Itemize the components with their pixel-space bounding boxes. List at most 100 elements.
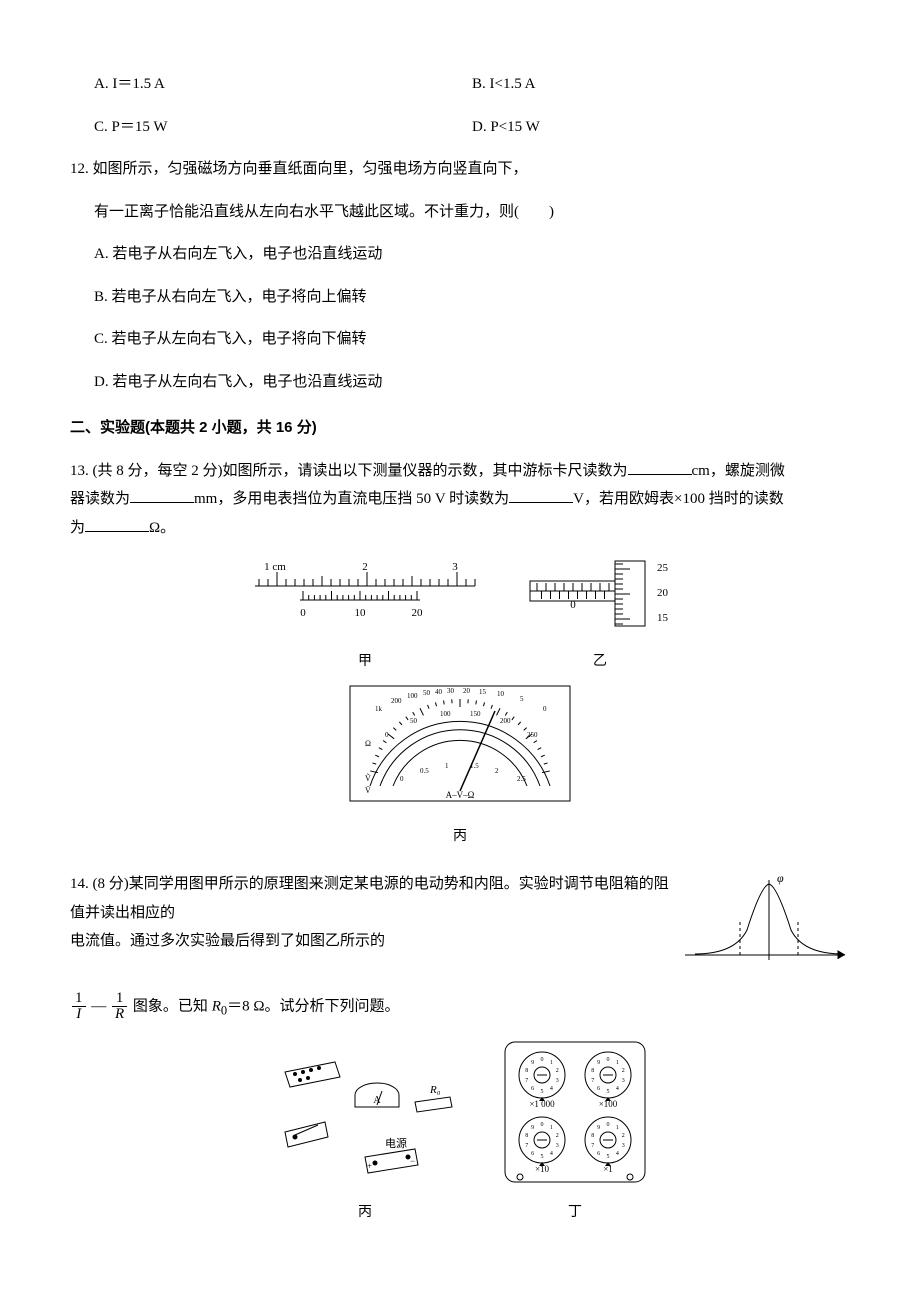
q11-optC: C. P＝15 W (94, 113, 472, 142)
svg-text:6: 6 (531, 1086, 534, 1092)
q12-stem2-text: 有一正离子恰能沿直线从左向右水平飞越此区域。不计重力，则( ) (94, 204, 554, 220)
micrometer-20: 20 (657, 587, 669, 599)
q14-R0: R (212, 998, 221, 1014)
q12-optD-text: D. 若电子从左向右飞入，电子也沿直线运动 (94, 374, 382, 390)
q14-pre: (8 分)某同学用图甲所示的原理图来测定某电源的电动势和内阻。实验时调节电阻箱的… (70, 876, 669, 921)
circuit-source-label: 电源 (385, 1136, 407, 1150)
circuit-figure: A R₀ 电源 + − 丙 (270, 1057, 460, 1226)
svg-text:3: 3 (622, 1143, 625, 1149)
micrometer-figure: 0 25 20 15 乙 (525, 556, 675, 675)
circuit-minus: − (410, 1156, 415, 1166)
mm-b1: 0.5 (420, 767, 429, 775)
blank-voltage (509, 487, 573, 503)
svg-text:7: 7 (525, 1078, 528, 1084)
mm-m2: 100 (440, 710, 451, 718)
micrometer-zero: 0 (570, 599, 576, 611)
svg-text:8: 8 (525, 1133, 528, 1139)
mm-t2: 100 (407, 692, 418, 700)
mm-t9: 5 (520, 695, 524, 703)
mm-t8: 10 (497, 690, 505, 698)
vernier-main-3: 3 (452, 561, 458, 573)
ammeter-A: A (373, 1095, 381, 1106)
mm-m4: 200 (500, 717, 511, 725)
rbox-d3: ×10 (535, 1164, 550, 1174)
q13-u2: mm，多用电表挡位为直流电压挡 50 V 时读数为 (194, 491, 509, 507)
rbox-d2: ×100 (599, 1099, 618, 1109)
q13-mid2: 为 (70, 520, 85, 536)
svg-text:7: 7 (525, 1143, 528, 1149)
blank-ohm (85, 516, 149, 532)
mm-m1: 50 (410, 717, 418, 725)
svg-text:9: 9 (597, 1060, 600, 1066)
svg-text:3: 3 (556, 1078, 559, 1084)
svg-text:8: 8 (525, 1068, 528, 1074)
svg-text:4: 4 (550, 1151, 553, 1157)
blank-vernier (628, 459, 692, 475)
vernier-svg: 1 cm 2 3 0 10 20 (245, 556, 485, 636)
vernier-label: 甲 (245, 649, 485, 676)
rbox-d4: ×1 (603, 1164, 613, 1174)
circuit-R0: R₀ (429, 1084, 441, 1096)
mm-t10: 0 (543, 705, 547, 713)
q14-r0val: ＝8 Ω。试分析下列问题。 (227, 998, 399, 1014)
svg-text:9: 9 (531, 1060, 534, 1066)
svg-text:3: 3 (556, 1143, 559, 1149)
vernier-v-10: 10 (355, 607, 367, 619)
q13-u4: Ω。 (149, 520, 175, 536)
q14-line3a: 图象。已知 (133, 998, 212, 1014)
q12-optB-text: B. 若电子从右向左飞入，电子将向上偏转 (94, 289, 367, 305)
bell-phi-label: φ (777, 871, 784, 885)
q13-u1: cm，螺旋测微 (692, 463, 785, 479)
q14-line3: 1 I — 1 R 图象。已知 R0＝8 Ω。试分析下列问题。 (70, 991, 850, 1024)
multimeter-svg: Ω Ṽ V̄ A–V–Ω 1k 200 100 50 40 30 20 15 1… (345, 681, 575, 811)
q12-stem-line2: 有一正离子恰能沿直线从左向右水平飞越此区域。不计重力，则( ) (94, 198, 850, 227)
q11-options-row1: A. I＝1.5 A B. I<1.5 A (94, 70, 850, 99)
mm-t0: 1k (375, 705, 383, 713)
svg-text:7: 7 (591, 1143, 594, 1149)
circuit-svg: A R₀ 电源 + − (270, 1057, 460, 1187)
q11-optB-text: B. I<1.5 A (472, 76, 535, 92)
vernier-v-20: 20 (412, 607, 424, 619)
mm-t3: 50 (423, 689, 431, 697)
svg-text:2: 2 (556, 1133, 559, 1139)
svg-text:8: 8 (591, 1068, 594, 1074)
q12-number: 12. (70, 161, 93, 177)
svg-text:4: 4 (616, 1151, 619, 1157)
q13-mid1: 器读数为 (70, 491, 130, 507)
q14-figures: A R₀ 电源 + − 丙 01234567890123456789012345… (70, 1037, 850, 1226)
mm-t1: 200 (391, 697, 402, 705)
q11-optB: B. I<1.5 A (472, 70, 850, 99)
q12-optA: A. 若电子从右向左飞入，电子也沿直线运动 (94, 240, 850, 269)
svg-text:0: 0 (541, 1057, 544, 1063)
mm-b0: 0 (400, 775, 404, 783)
mm-b3: 1.5 (470, 762, 479, 770)
svg-text:9: 9 (531, 1125, 534, 1131)
svg-text:9: 9 (597, 1125, 600, 1131)
frac-1R: 1 R (112, 991, 127, 1024)
svg-text:7: 7 (591, 1078, 594, 1084)
frac-dash: — (91, 998, 106, 1014)
q11-options-row2: C. P＝15 W D. P<15 W (94, 113, 850, 142)
vernier-main-1: 1 cm (264, 561, 286, 573)
svg-text:2: 2 (622, 1133, 625, 1139)
mm-t6: 20 (463, 687, 471, 695)
svg-text:6: 6 (531, 1151, 534, 1157)
q11-optA-text: A. I＝1.5 A (94, 76, 165, 92)
mm-m0: 0 (385, 731, 389, 739)
mm-vtilde: Ṽ (365, 773, 371, 783)
circuit-plus: + (367, 1161, 372, 1171)
bell-curve-svg: φ (685, 870, 850, 970)
mm-b4: 2 (495, 767, 499, 775)
frac-1R-n: 1 (112, 991, 127, 1008)
rbox-svg: 0123456789012345678901234567890123456789… (500, 1037, 650, 1187)
q13-number: 13. (70, 463, 93, 479)
multimeter-figure: Ω Ṽ V̄ A–V–Ω 1k 200 100 50 40 30 20 15 1… (345, 681, 575, 850)
svg-text:2: 2 (556, 1068, 559, 1074)
q12-optD: D. 若电子从左向右飞入，电子也沿直线运动 (94, 368, 850, 397)
mm-t5: 30 (447, 687, 455, 695)
mm-vbar: V̄ (365, 786, 371, 795)
bell-curve-inset: φ (685, 870, 850, 981)
q14-number: 14. (70, 876, 93, 892)
svg-text:5: 5 (607, 1089, 610, 1095)
rbox-d1: ×1 000 (529, 1099, 555, 1109)
